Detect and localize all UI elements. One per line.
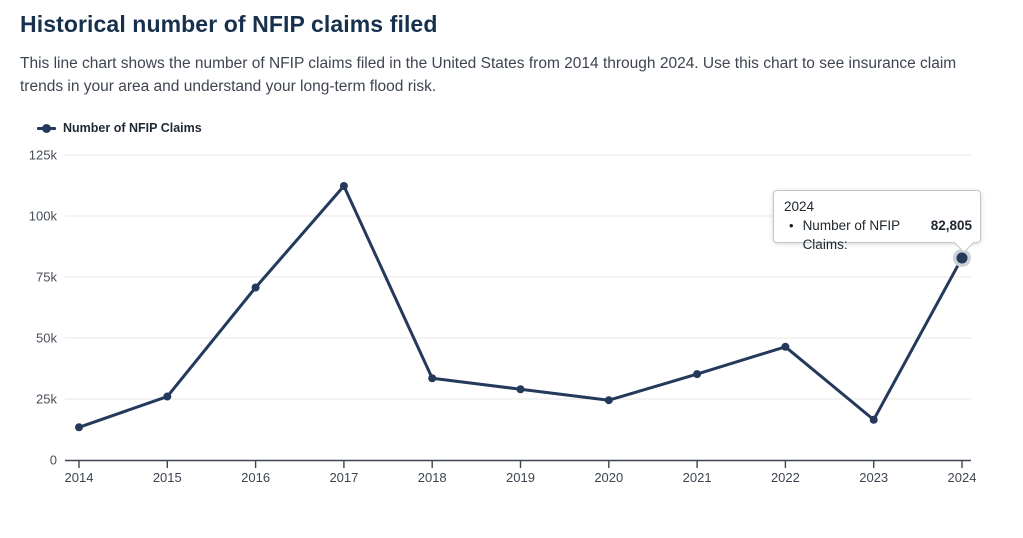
x-tick-label: 2017 (329, 470, 358, 485)
y-tick-label: 125k (29, 148, 58, 163)
y-tick-label: 25k (36, 392, 57, 407)
data-point-2020[interactable] (604, 396, 613, 405)
legend-label: Number of NFIP Claims (63, 121, 202, 135)
legend-item-nfip-claims[interactable]: Number of NFIP Claims (37, 120, 202, 136)
x-tick-label: 2021 (683, 470, 712, 485)
x-tick-label: 2019 (506, 470, 535, 485)
data-point-2016[interactable] (251, 283, 260, 292)
tooltip-value: 82,805 (930, 218, 972, 233)
data-point-2014[interactable] (75, 423, 83, 432)
y-tick-label: 50k (36, 331, 57, 346)
chart-tooltip: 2024 • Number of NFIP Claims: 82,805 (773, 190, 981, 253)
x-tick-label: 2022 (771, 470, 800, 485)
y-tick-label: 0 (50, 453, 57, 468)
y-tick-label: 75k (36, 270, 57, 285)
data-point-2017[interactable] (339, 181, 348, 190)
data-point-2015[interactable] (163, 392, 172, 401)
y-tick-label: 100k (29, 209, 58, 224)
x-tick-label: 2014 (65, 470, 94, 485)
x-tick-label: 2024 (948, 470, 977, 485)
page-title: Historical number of NFIP claims filed (20, 11, 438, 37)
data-point-2018[interactable] (428, 374, 437, 383)
x-tick-label: 2023 (859, 470, 888, 485)
tooltip-series-label: Number of NFIP Claims: (802, 218, 900, 252)
tooltip-bullet-icon: • (789, 218, 794, 233)
chart-description: This line chart shows the number of NFIP… (20, 55, 957, 95)
x-tick-label: 2016 (241, 470, 270, 485)
data-point-2024[interactable] (956, 252, 968, 264)
x-tick-label: 2018 (418, 470, 447, 485)
tooltip-year: 2024 (784, 199, 815, 214)
legend-line-dot-icon (37, 123, 56, 133)
data-point-2021[interactable] (693, 370, 702, 379)
data-point-2023[interactable] (869, 415, 878, 424)
x-tick-label: 2020 (594, 470, 623, 485)
data-point-2019[interactable] (516, 385, 525, 394)
x-tick-label: 2015 (153, 470, 182, 485)
data-point-2022[interactable] (781, 342, 790, 351)
